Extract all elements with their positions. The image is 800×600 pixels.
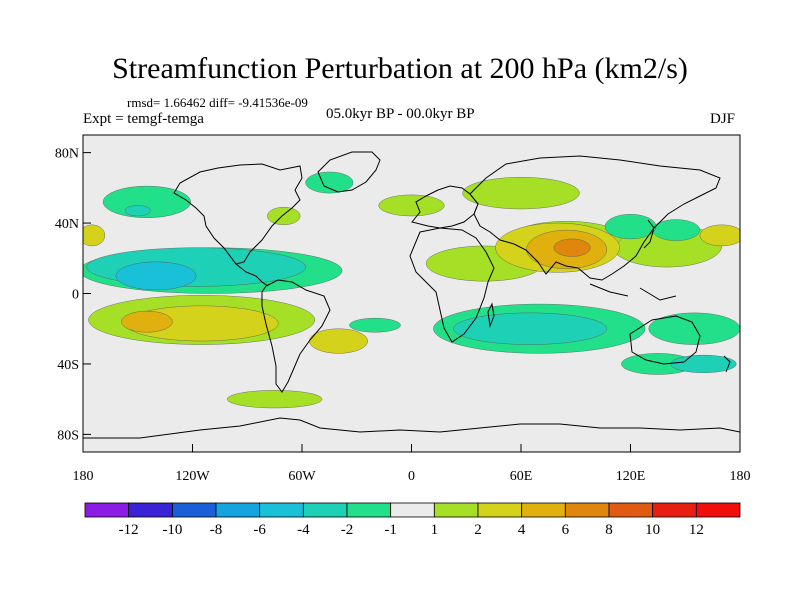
colorbar-label: -10 [162, 522, 182, 538]
colorbar-swatch [84, 502, 130, 518]
anomaly-region [648, 312, 740, 345]
colorbar-swatch [521, 502, 566, 518]
anomaly-region [83, 224, 106, 247]
colorbar-label: -2 [341, 522, 354, 538]
lat-tick-label: 80S [57, 428, 79, 443]
anomaly-region [378, 194, 445, 217]
colorbar-swatch [259, 502, 304, 518]
colorbar-swatch [171, 502, 217, 518]
lat-tick-label: 40S [57, 358, 79, 373]
colorbar-swatch [564, 502, 610, 518]
colorbar-label: 6 [562, 522, 570, 538]
colorbar-swatch [477, 502, 523, 518]
anomaly-region [124, 205, 151, 217]
colorbar-label: 4 [518, 522, 526, 538]
anomaly-region [462, 177, 580, 210]
colorbar-label: 2 [474, 522, 482, 538]
lon-tick-label: 180 [730, 469, 751, 484]
colorbar-swatch [128, 502, 173, 518]
colorbar-label: -4 [297, 522, 310, 538]
colorbar-label: -1 [384, 522, 397, 538]
colorbar-label: 1 [431, 522, 439, 538]
anomaly-shading [83, 171, 740, 409]
colorbar-swatch [608, 502, 654, 518]
lat-tick-label: 80N [55, 147, 79, 162]
colorbar-label: 12 [689, 522, 704, 538]
anomaly-region [267, 207, 301, 226]
colorbar-swatch [302, 502, 348, 518]
colorbar-swatch [652, 502, 697, 518]
lon-tick-label: 60E [510, 469, 533, 484]
lat-tick-label: 40N [55, 217, 79, 232]
anomaly-region [305, 171, 354, 194]
anomaly-region [121, 310, 173, 333]
lon-tick-label: 120W [175, 469, 210, 484]
anomaly-region [553, 238, 591, 257]
page-title: Streamfunction Perturbation at 200 hPa (… [112, 52, 688, 85]
longitude-axis: 180 120W 60W 0 60E 120E 180 [73, 444, 751, 484]
lon-tick-label: 120E [616, 469, 646, 484]
anomaly-region [699, 224, 740, 247]
coastlines [83, 151, 740, 439]
anomaly-region [226, 390, 323, 409]
lon-tick-label: 180 [73, 469, 94, 484]
lon-tick-label: 60W [288, 469, 316, 484]
colorbar-label: -12 [119, 522, 139, 538]
lat-tick-label: 0 [72, 288, 79, 303]
anomaly-region [309, 328, 368, 354]
colorbar-swatch [390, 502, 435, 518]
period-label: 05.0kyr BP - 00.0kyr BP [326, 106, 475, 122]
colorbar-swatch [346, 502, 392, 518]
colorbar-label: -6 [253, 522, 266, 538]
experiment-label: Expt = temgf-temga [83, 111, 204, 127]
colorbar-label: 10 [645, 522, 660, 538]
colorbar: -12 -10 -8 -6 -4 -2 -1 1 2 4 6 8 10 12 [84, 502, 741, 538]
anomaly-region [349, 317, 401, 333]
colorbar-swatch [695, 502, 741, 518]
colorbar-swatch [433, 502, 479, 518]
stats-text: rmsd= 1.66462 diff= -9.41536e-09 [127, 95, 308, 110]
colorbar-label: 8 [605, 522, 613, 538]
latitude-axis: 80N 40N 0 40S 80S [55, 147, 91, 443]
anomaly-region [115, 261, 197, 291]
lon-tick-label: 0 [408, 469, 415, 484]
colorbar-swatch [215, 502, 261, 518]
season-label: DJF [710, 111, 736, 127]
colorbar-label: -8 [210, 522, 223, 538]
